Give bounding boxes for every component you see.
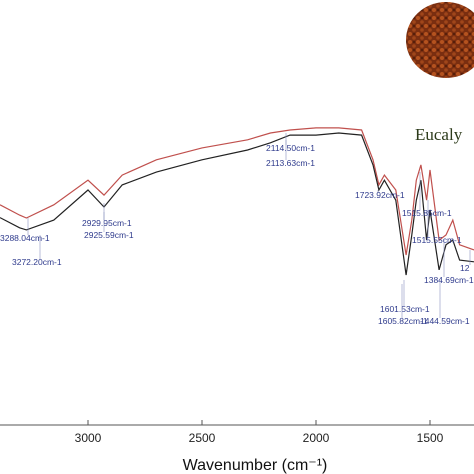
annotation: 1601.53cm-1 xyxy=(380,304,430,314)
annotation: 1384.69cm-1 xyxy=(424,275,474,285)
annotation: 1723.92cm-1 xyxy=(355,190,405,200)
x-tick-label: 2500 xyxy=(189,431,216,445)
x-tick-label: 3000 xyxy=(75,431,102,445)
annotation: 3272.20cm-1 xyxy=(12,257,62,267)
annotation: 2929.95cm-1 xyxy=(82,218,132,228)
annotation: 1605.82cm-1 xyxy=(378,316,428,326)
spectrum-line xyxy=(0,127,474,256)
annotation: 3288.04cm-1 xyxy=(0,233,50,243)
annotation: 1444.59cm-1 xyxy=(420,316,470,326)
annotation: 2925.59cm-1 xyxy=(84,230,134,240)
x-tick-label: 1500 xyxy=(417,431,444,445)
annotation: 12 xyxy=(460,263,470,273)
x-tick-label: 2000 xyxy=(303,431,330,445)
annotation: 1515.85cm-1 xyxy=(402,208,452,218)
inset-image xyxy=(406,2,474,78)
x-axis-title: Wavenumber (cm⁻¹) xyxy=(183,457,328,474)
spectrum-line xyxy=(0,132,474,276)
annotation: 2113.63cm-1 xyxy=(266,158,315,168)
inset-caption: Eucaly xyxy=(415,125,463,144)
annotation: 1515.55cm-1 xyxy=(412,235,462,245)
annotation: 2114.50cm-1 xyxy=(266,143,315,153)
